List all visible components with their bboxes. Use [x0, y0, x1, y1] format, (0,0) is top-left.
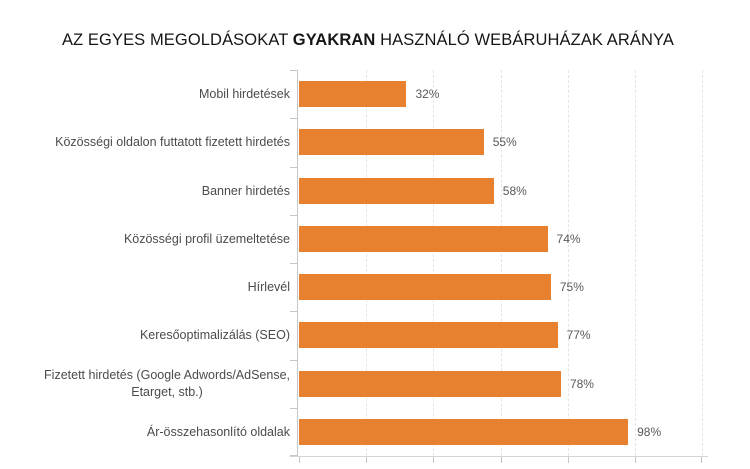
category-label: Keresőoptimalizálás (SEO): [139, 328, 290, 343]
gridline: [433, 70, 435, 456]
y-axis-tick: [290, 311, 297, 313]
gridline: [567, 70, 569, 456]
bar: [299, 274, 551, 301]
category-label-cell: Hírlevél: [0, 263, 299, 311]
y-axis-tick: [290, 455, 297, 456]
y-axis-tick: [290, 166, 297, 168]
gridline: [634, 70, 636, 456]
bar: [299, 370, 561, 397]
category-label-cell: Közösségi profil üzemeltetése: [0, 215, 299, 263]
bar-row: Közösségi profil üzemeltetése 74%: [0, 215, 750, 263]
gridline: [366, 70, 368, 456]
gridline: [500, 70, 502, 456]
x-axis-tick: [299, 457, 300, 463]
value-label: 98%: [637, 424, 662, 439]
value-label: 77%: [566, 328, 591, 343]
y-axis-tick: [290, 118, 297, 120]
bar-track: 75%: [299, 263, 702, 311]
bar: [299, 322, 558, 349]
x-axis-line: [290, 456, 708, 457]
bar-track: 74%: [299, 215, 702, 263]
value-label: 58%: [502, 183, 527, 198]
chart-title-text-pre: AZ EGYES MEGOLDÁSOKAT: [61, 31, 293, 49]
y-axis-line: [297, 70, 298, 456]
y-axis-tick: [290, 359, 297, 361]
value-label: 74%: [556, 231, 581, 246]
x-axis-tick: [433, 457, 435, 463]
bar-row: Ár-összehasonlító oldalak 98%: [0, 408, 750, 456]
bar-track: 55%: [299, 118, 702, 166]
bar: [299, 177, 494, 204]
category-label-cell: Keresőoptimalizálás (SEO): [0, 311, 299, 359]
y-axis-tick: [290, 214, 297, 216]
x-axis-tick: [366, 457, 368, 463]
x-axis-ticks: [299, 457, 702, 463]
y-axis-tick: [290, 263, 297, 264]
bar-track: 78%: [299, 360, 702, 408]
bar-row: Mobil hirdetések 32%: [0, 70, 750, 118]
bar-track: 77%: [299, 311, 702, 359]
chart-title: AZ EGYES MEGOLDÁSOKAT GYAKRAN HASZNÁLÓ W…: [7, 31, 729, 50]
bar-rows: Mobil hirdetések 32% Közösségi oldalon f…: [0, 70, 750, 456]
bar-row: Közösségi oldalon futtatott fizetett hir…: [0, 118, 750, 166]
y-axis-tick: [290, 70, 297, 71]
category-label: Hírlevél: [247, 280, 290, 294]
chart-title-text-post: HASZNÁLÓ WEBÁRUHÁZAK ARÁNYA: [375, 31, 675, 49]
bar-row: Hírlevél 75%: [0, 263, 750, 311]
gridline: [702, 70, 703, 456]
category-label: Mobil hirdetések: [198, 87, 290, 101]
value-label: 55%: [492, 135, 517, 150]
bar-track: 98%: [299, 408, 702, 456]
x-axis-tick: [567, 457, 569, 463]
bar-track: 58%: [299, 167, 702, 215]
x-axis-tick: [500, 457, 502, 463]
x-axis-tick: [634, 457, 636, 463]
category-label: Banner hirdetés: [201, 183, 290, 198]
value-label: 78%: [569, 376, 594, 391]
bar-row: Keresőoptimalizálás (SEO) 77%: [0, 311, 750, 359]
category-label: Közösségi profil üzemeltetése: [123, 231, 290, 246]
category-label: Ár-összehasonlító oldalak: [146, 424, 290, 439]
category-label-cell: Fizetett hirdetés (Google Adwords/AdSens…: [0, 360, 299, 408]
category-label: Fizetett hirdetés (Google Adwords/AdSens…: [44, 368, 290, 399]
x-axis-tick: [701, 457, 702, 463]
plot-gridlines: [299, 70, 703, 456]
category-label-cell: Mobil hirdetések: [0, 70, 299, 118]
category-label-cell: Közösségi oldalon futtatott fizetett hir…: [0, 118, 299, 166]
category-label-cell: Banner hirdetés: [0, 167, 299, 215]
bar-row: Fizetett hirdetés (Google Adwords/AdSens…: [0, 360, 750, 408]
value-label: 32%: [415, 87, 440, 102]
bar-row: Banner hirdetés 58%: [0, 167, 750, 215]
category-label-cell: Ár-összehasonlító oldalak: [0, 408, 299, 456]
bar-track: 32%: [299, 70, 702, 118]
bar: [299, 81, 407, 108]
bar: [299, 225, 548, 252]
value-label: 75%: [559, 280, 584, 295]
category-label: Közösségi oldalon futtatott fizetett hir…: [55, 135, 290, 150]
y-axis-ticks: [290, 70, 297, 456]
chart-title-emphasis: GYAKRAN: [292, 31, 376, 49]
bar: [299, 129, 484, 156]
y-axis-tick: [290, 407, 297, 409]
bar: [299, 418, 629, 445]
